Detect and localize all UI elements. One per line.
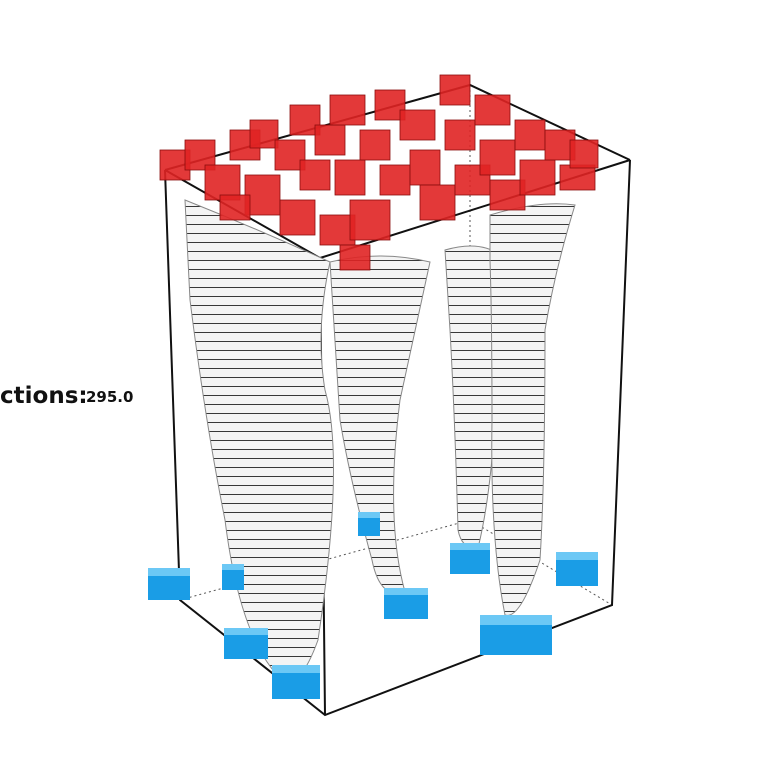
- structure: [184, 199, 576, 682]
- support-blocks: [148, 512, 598, 699]
- label-value: 295.0: [86, 388, 133, 406]
- load-cubes: [159, 74, 599, 271]
- label-name: ctions:: [0, 383, 88, 409]
